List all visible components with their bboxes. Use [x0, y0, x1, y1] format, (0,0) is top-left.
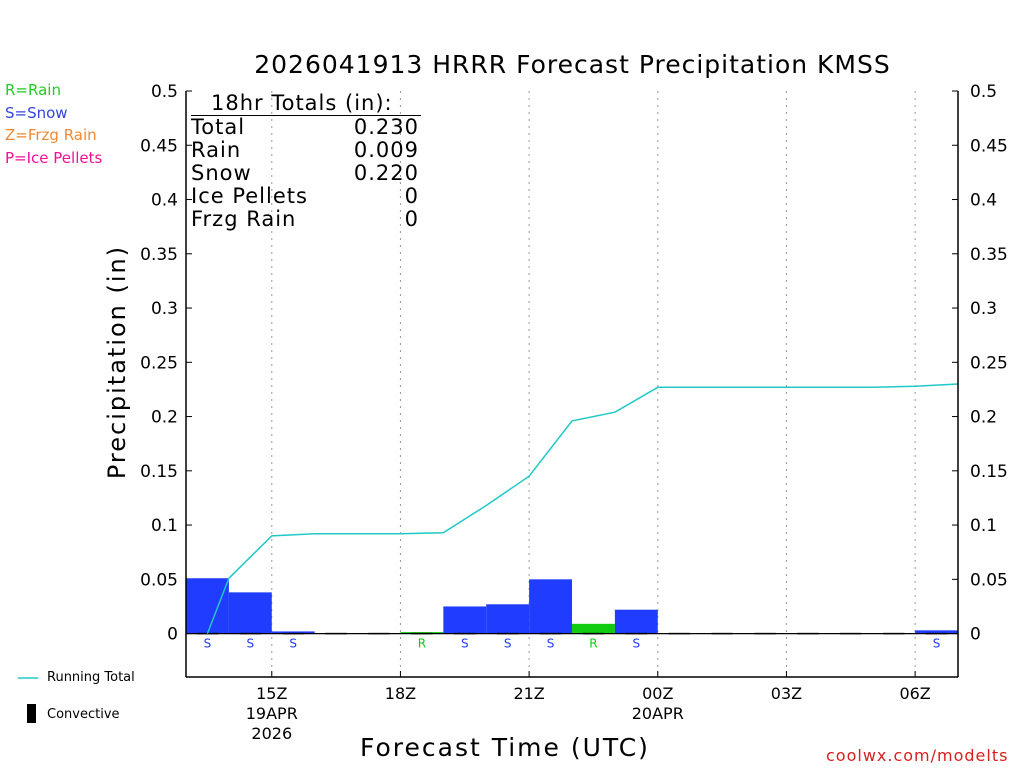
y-tick-label-left: 0.45	[140, 136, 178, 156]
convective-bar	[496, 632, 519, 635]
x-tick-label: 21Z	[513, 684, 544, 703]
legend-snow: S=Snow	[5, 104, 68, 122]
precip-type-label: S	[247, 637, 255, 651]
y-tick-label-left: 0.1	[151, 516, 178, 536]
precip-bar	[529, 579, 572, 634]
precip-type-label: S	[504, 637, 512, 651]
legend-freezing-rain: Z=Frzg Rain	[5, 126, 97, 144]
y-tick-label-right: 0.25	[970, 353, 1008, 373]
convective-bar	[582, 632, 605, 635]
chart-title: 2026041913 HRRR Forecast Precipitation K…	[254, 50, 891, 79]
y-tick-label-left: 0.35	[140, 245, 178, 265]
convective-bar	[840, 632, 862, 635]
totals-value: 0.009	[353, 138, 419, 162]
precip-type-label: S	[933, 637, 941, 651]
totals-row-freezing-rain: Frzg Rain 0	[191, 208, 419, 231]
x-axis-label: Forecast Time (UTC)	[360, 733, 650, 762]
y-tick-label-left: 0.15	[140, 462, 178, 482]
convective-bar	[325, 632, 347, 635]
legend-rain: R=Rain	[5, 81, 61, 99]
totals-row-ice-pellets: Ice Pellets 0	[191, 185, 419, 208]
x-tick-sublabel: 20APR	[632, 704, 684, 723]
y-tick-label-right: 0.3	[970, 299, 997, 319]
convective-bar	[539, 632, 562, 635]
totals-box: 18hr Totals (in): Total 0.230 Rain 0.009…	[191, 92, 421, 231]
totals-value: 0	[404, 207, 419, 231]
y-tick-label-right: 0.4	[970, 191, 997, 211]
y-tick-label-left: 0	[167, 625, 178, 645]
x-tick-label: 03Z	[771, 684, 802, 703]
convective-bar	[282, 632, 304, 635]
totals-label: Rain	[191, 138, 242, 162]
precip-bar	[443, 606, 487, 634]
totals-heading: 18hr Totals (in):	[191, 92, 421, 116]
y-tick-label-right: 0	[970, 625, 981, 645]
totals-label: Ice Pellets	[191, 184, 308, 208]
precip-bar	[572, 623, 615, 634]
legend-ice-pellets: P=Ice Pellets	[5, 149, 103, 167]
running-total-line	[206, 383, 959, 634]
precip-type-label: S	[289, 637, 297, 651]
convective-bar	[625, 632, 648, 635]
convective-bar	[882, 632, 905, 635]
running-total-legend-label: Running Total	[47, 670, 135, 685]
precip-type-label: S	[204, 637, 212, 651]
convective-bar	[711, 632, 733, 635]
convective-bar	[368, 632, 390, 635]
y-tick-label-left: 0.3	[151, 299, 178, 319]
convective-legend-swatch	[27, 704, 36, 723]
convective-bar	[797, 632, 819, 635]
y-tick-label-right: 0.05	[970, 570, 1008, 590]
convective-bar	[411, 632, 433, 635]
y-tick-label-left: 0.05	[140, 570, 178, 590]
y-tick-label-right: 0.15	[970, 462, 1008, 482]
precip-type-label: S	[633, 637, 641, 651]
precip-type-label: S	[547, 637, 555, 651]
convective-bar	[668, 632, 690, 635]
precip-type-label: R	[418, 637, 426, 651]
x-tick-sublabel: 2026	[251, 724, 292, 743]
totals-row-total: Total 0.230	[191, 116, 419, 139]
precip-bar	[614, 609, 658, 634]
precip-bar	[486, 604, 530, 634]
y-tick-label-right: 0.5	[970, 82, 997, 102]
convective-bar	[754, 632, 776, 635]
y-tick-label-left: 0.5	[151, 82, 178, 102]
x-tick-label: 06Z	[899, 684, 930, 703]
convective-bar	[239, 632, 262, 635]
convective-legend-label: Convective	[47, 707, 120, 722]
x-tick-sublabel: 19APR	[246, 704, 298, 723]
precip-bar	[271, 631, 315, 634]
y-tick-label-right: 0.45	[970, 136, 1008, 156]
y-tick-label-right: 0.2	[970, 408, 997, 428]
totals-row-snow: Snow 0.220	[191, 162, 419, 185]
precip-type-label: R	[589, 637, 597, 651]
precip-type-label: S	[461, 637, 469, 651]
totals-label: Snow	[191, 161, 252, 185]
precip-bar	[228, 592, 272, 634]
y-tick-label-right: 0.1	[970, 516, 997, 536]
totals-row-rain: Rain 0.009	[191, 139, 419, 162]
x-tick-label: 00Z	[642, 684, 673, 703]
y-tick-label-left: 0.4	[151, 191, 178, 211]
totals-value: 0	[404, 184, 419, 208]
totals-value: 0.230	[353, 115, 419, 139]
convective-bar	[454, 632, 476, 635]
x-tick-label: 18Z	[385, 684, 416, 703]
totals-label: Total	[191, 115, 246, 139]
y-tick-label-right: 0.35	[970, 245, 1008, 265]
x-tick-label: 15Z	[256, 684, 287, 703]
totals-label: Frzg Rain	[191, 207, 297, 231]
totals-value: 0.220	[353, 161, 419, 185]
precip-bar	[186, 578, 229, 634]
y-tick-label-left: 0.2	[151, 408, 178, 428]
precip-bar	[915, 630, 958, 634]
y-tick-label-left: 0.25	[140, 353, 178, 373]
credit-link[interactable]: coolwx.com/modelts	[826, 746, 1009, 765]
convective-bar	[925, 632, 948, 635]
